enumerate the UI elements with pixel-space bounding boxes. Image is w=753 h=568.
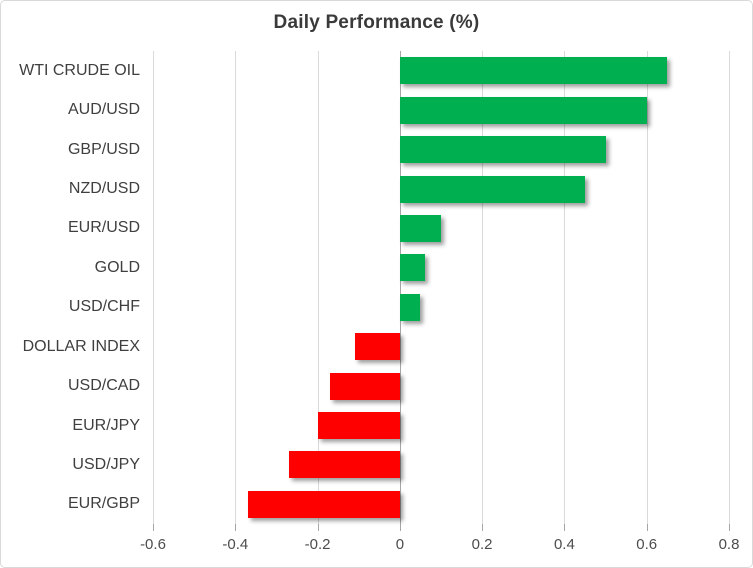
bar-eur-jpy bbox=[317, 412, 400, 439]
category-label-eur-usd: EUR/USD bbox=[67, 219, 140, 237]
zero-axis-line bbox=[399, 51, 401, 524]
x-axis-tick bbox=[646, 524, 648, 531]
category-label-eur-gbp: EUR/GBP bbox=[67, 495, 140, 513]
x-tick-label: 0 bbox=[395, 536, 405, 553]
x-axis-tick bbox=[482, 524, 484, 531]
category-label-usd-chf: USD/CHF bbox=[68, 298, 140, 316]
x-axis-tick bbox=[235, 524, 237, 531]
x-tick-label: 0.8 bbox=[718, 536, 740, 553]
category-label-gbp-usd: GBP/USD bbox=[67, 140, 140, 158]
x-axis-tick bbox=[564, 524, 566, 531]
x-tick-label: -0.4 bbox=[222, 536, 249, 553]
gridline bbox=[482, 51, 484, 524]
category-label-gold: GOLD bbox=[94, 258, 140, 276]
category-label-usd-cad: USD/CAD bbox=[67, 377, 140, 394]
x-tick-label: 0.4 bbox=[553, 536, 575, 553]
gridline bbox=[564, 51, 566, 524]
category-label-wti-crude-oil: WTI CRUDE OIL bbox=[19, 61, 140, 79]
x-tick-label: 0.6 bbox=[636, 536, 658, 553]
category-label-eur-jpy: EUR/JPY bbox=[72, 416, 140, 434]
x-axis-tick bbox=[317, 524, 319, 531]
chart-title: Daily Performance (%) bbox=[273, 12, 480, 33]
category-label-nzd-usd: NZD/USD bbox=[68, 180, 140, 197]
category-label-usd-jpy: USD/JPY bbox=[72, 455, 140, 473]
category-label-dollar-index: DOLLAR INDEX bbox=[22, 337, 140, 355]
bar-eur-gbp bbox=[247, 490, 400, 518]
bar-nzd-usd bbox=[399, 175, 585, 203]
x-tick-label: -0.2 bbox=[304, 536, 331, 553]
bar-gold bbox=[399, 254, 425, 282]
gridline bbox=[729, 51, 730, 524]
bar-dollar-index bbox=[354, 333, 400, 361]
gridline bbox=[317, 51, 319, 524]
category-label-aud-usd: AUD/USD bbox=[67, 101, 140, 119]
gridline bbox=[646, 51, 648, 524]
x-axis-tick bbox=[729, 524, 730, 531]
bar-aud-usd bbox=[399, 96, 647, 124]
x-axis-tick bbox=[399, 524, 401, 531]
gridline bbox=[153, 51, 154, 524]
bar-eur-usd bbox=[399, 214, 441, 242]
gridline bbox=[235, 51, 237, 524]
bar-gbp-usd bbox=[399, 136, 606, 163]
bar-usd-jpy bbox=[288, 451, 400, 479]
x-tick-label: 0.2 bbox=[471, 536, 493, 553]
bar-usd-cad bbox=[329, 372, 400, 400]
x-tick-label: -0.6 bbox=[140, 536, 166, 553]
x-axis-tick bbox=[153, 524, 154, 531]
bar-usd-chf bbox=[399, 293, 421, 321]
bar-wti-crude-oil bbox=[399, 57, 668, 85]
